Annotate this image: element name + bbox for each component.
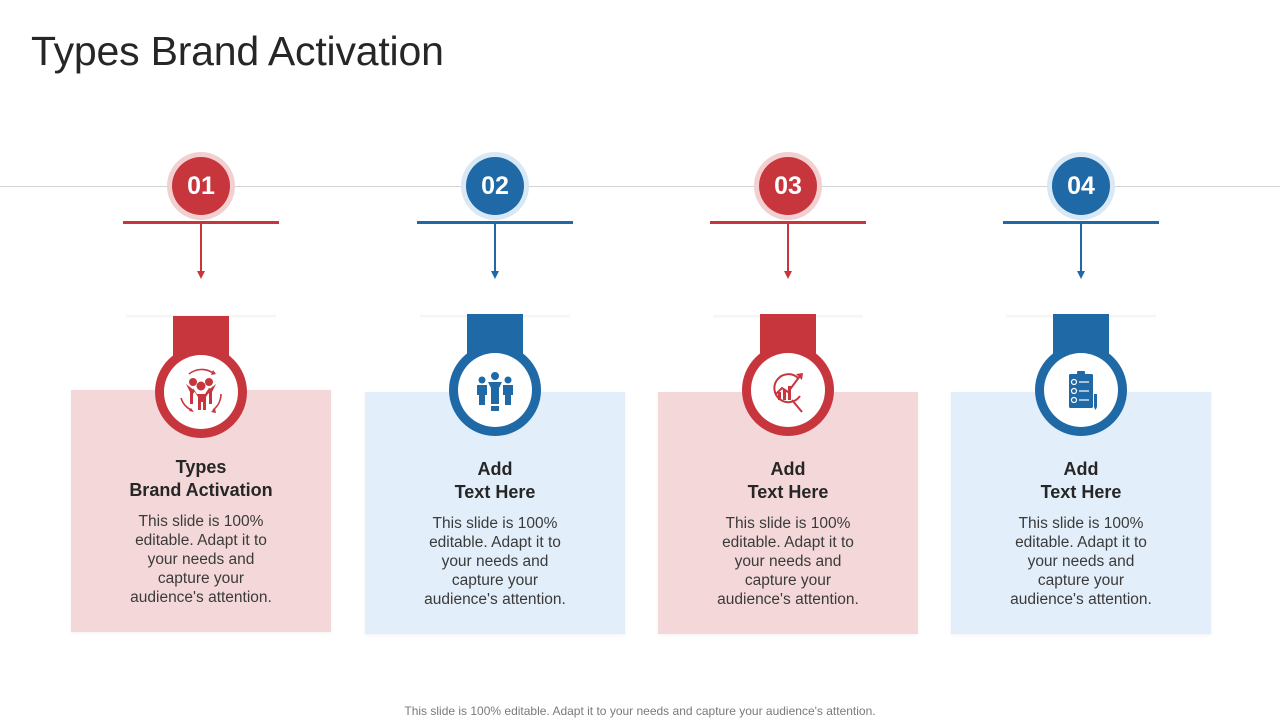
connector-stem [1080,224,1082,272]
step-card-title: Add Text Here [454,459,536,502]
arrow-down-icon [491,271,499,279]
step-number: 04 [1052,157,1110,215]
step-number: 02 [466,157,524,215]
arrow-down-icon [1077,271,1085,279]
step-card-title: Add Text Here [1040,459,1122,502]
step-card-title: Add Text Here [747,459,829,502]
step-number: 01 [172,157,230,215]
connector-bar [710,221,866,224]
slide-footer: This slide is 100% editable. Adapt it to… [404,704,876,718]
step-number: 03 [759,157,817,215]
step-number-badge: 03 [754,152,822,220]
arrow-down-icon [784,271,792,279]
step-card-title: Types Brand Activation [129,457,273,500]
connector-bar [1003,221,1159,224]
slide-title: Types Brand Activation [31,28,444,74]
timeline-divider [0,186,1280,187]
icon-ring [742,344,834,436]
step-1: 01 Types Brand Activation This slide is 1… [71,0,331,720]
step-4: 04 Add Text Here This slide is 100% edita… [951,0,1211,720]
step-number-badge: 04 [1047,152,1115,220]
step-number-badge: 02 [461,152,529,220]
connector-stem [200,224,202,272]
step-card-body: This slide is 100% editable. Adapt it to… [1010,515,1152,608]
step-3: 03 Add Text Here This slide is 100% edita… [658,0,918,720]
step-2: 02 Add Text Here This slide is 100% edita… [365,0,625,720]
connector-bar [417,221,573,224]
connector-bar [123,221,279,224]
icon-ring [1035,344,1127,436]
team-celebration-icon [180,368,222,413]
step-card-body: This slide is 100% editable. Adapt it to… [424,515,566,608]
team-leader-icon [477,372,513,411]
step-card-body: This slide is 100% editable. Adapt it to… [130,513,272,606]
icon-ring [155,346,247,438]
growth-analysis-icon [773,373,803,413]
checklist-clipboard-icon [1069,371,1097,410]
step-number-badge: 01 [167,152,235,220]
connector-stem [494,224,496,272]
icon-ring [449,344,541,436]
arrow-down-icon [197,271,205,279]
connector-stem [787,224,789,272]
step-card-body: This slide is 100% editable. Adapt it to… [717,515,859,608]
